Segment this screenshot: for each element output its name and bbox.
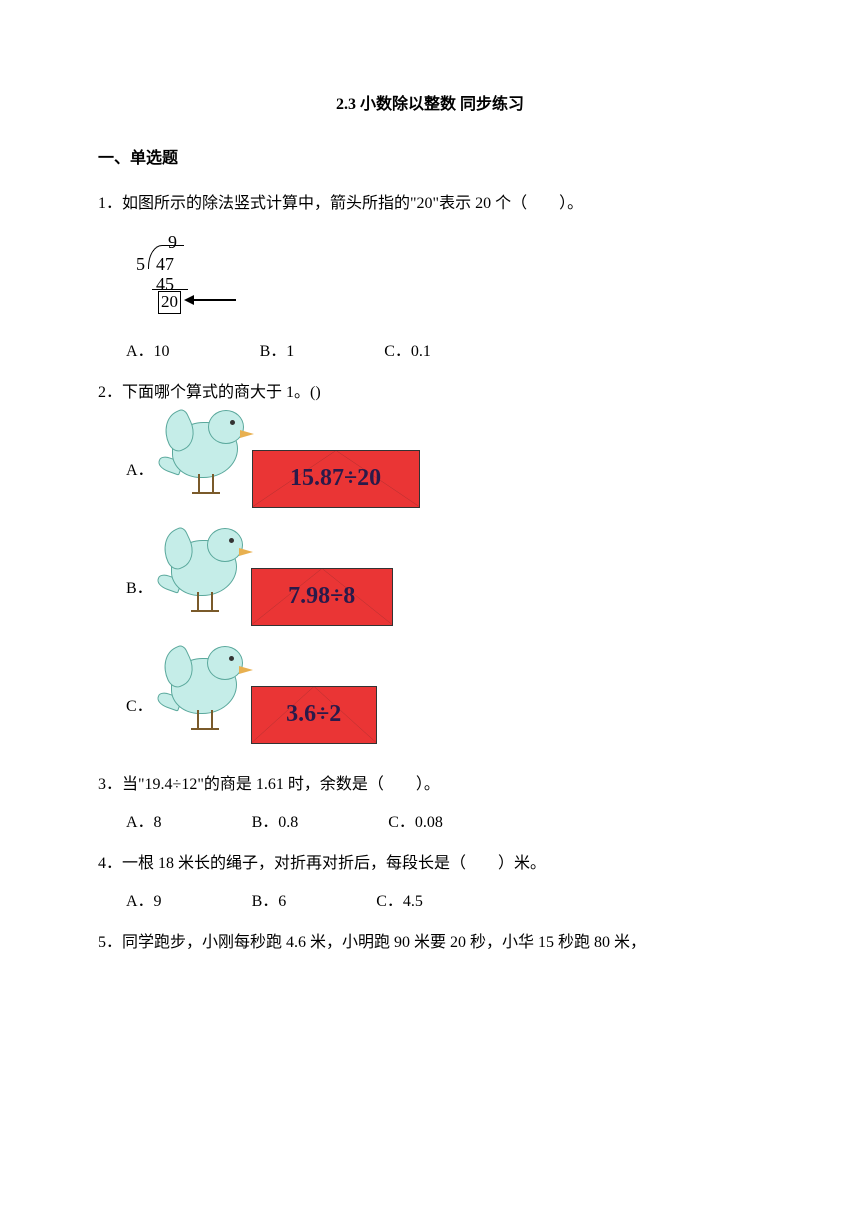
- bird-beak-icon: [239, 548, 253, 556]
- bird-leg-icon: [212, 474, 214, 494]
- envelope-a: 15.87÷20: [252, 450, 420, 508]
- bird-foot-icon: [192, 492, 206, 494]
- page-title: 2.3 小数除以整数 同步练习: [98, 90, 762, 120]
- bird-head-icon: [207, 646, 243, 680]
- q3-option-a: A．8: [126, 808, 162, 838]
- q1-option-c: C．0.1: [384, 337, 431, 367]
- question-1: 1．如图所示的除法竖式计算中，箭头所指的"20"表示 20 个（ ）。 9 5 …: [98, 189, 762, 368]
- bird-eye-icon: [229, 538, 234, 543]
- question-3: 3．当"19.4÷12"的商是 1.61 时，余数是（ ）。 A．8 B．0.8…: [98, 770, 762, 839]
- bird-leg-icon: [197, 592, 199, 612]
- bird-leg-icon: [211, 710, 213, 730]
- q5-text: 5．同学跑步，小刚每秒跑 4.6 米，小明跑 90 米要 20 秒，小华 15 …: [98, 928, 762, 958]
- arrow-icon: [186, 299, 236, 301]
- bird-foot-icon: [191, 728, 205, 730]
- q4-option-a: A．9: [126, 887, 162, 917]
- bird-foot-icon: [205, 728, 219, 730]
- q2-b-label: B．: [126, 574, 153, 604]
- q4-option-b: B．6: [252, 887, 287, 917]
- bird-foot-icon: [191, 610, 205, 612]
- bird-head-icon: [207, 528, 243, 562]
- q3-option-c: C．0.08: [388, 808, 443, 838]
- q4-option-c: C．4.5: [376, 887, 423, 917]
- bird-graphic-b: 7.98÷8: [163, 534, 423, 634]
- q2-option-b: B． 7.98÷8: [126, 534, 762, 634]
- q1-option-a: A．10: [126, 337, 170, 367]
- bird-foot-icon: [206, 492, 220, 494]
- bird-foot-icon: [205, 610, 219, 612]
- bird-eye-icon: [230, 420, 235, 425]
- q1-options: A．10 B．1 C．0.1: [126, 337, 762, 367]
- q2-b-expr: 7.98÷8: [288, 574, 355, 620]
- question-4: 4．一根 18 米长的绳子，对折再对折后，每段长是（ ）米。 A．9 B．6 C…: [98, 849, 762, 918]
- bird-beak-icon: [240, 430, 254, 438]
- q2-text: 2．下面哪个算式的商大于 1。(): [98, 378, 762, 408]
- section-header: 一、单选题: [98, 144, 762, 174]
- bird-eye-icon: [229, 656, 234, 661]
- q2-c-label: C．: [126, 692, 153, 722]
- bird-graphic-c: 3.6÷2: [163, 652, 423, 752]
- q1-long-division: 9 5 47 45 20: [126, 227, 286, 327]
- bird-leg-icon: [198, 474, 200, 494]
- bird-beak-icon: [239, 666, 253, 674]
- bird-head-icon: [208, 410, 244, 444]
- question-5: 5．同学跑步，小刚每秒跑 4.6 米，小明跑 90 米要 20 秒，小华 15 …: [98, 928, 762, 958]
- q2-a-expr: 15.87÷20: [290, 456, 381, 502]
- envelope-b: 7.98÷8: [251, 568, 393, 626]
- envelope-c: 3.6÷2: [251, 686, 377, 744]
- ld-divisor: 5: [136, 247, 145, 281]
- bird-leg-icon: [197, 710, 199, 730]
- ld-line: [152, 289, 188, 290]
- q4-text: 4．一根 18 米长的绳子，对折再对折后，每段长是（ ）米。: [98, 849, 762, 879]
- question-2: 2．下面哪个算式的商大于 1。() A． 15.87÷20 B．: [98, 378, 762, 752]
- q3-option-b: B．0.8: [252, 808, 299, 838]
- q2-c-expr: 3.6÷2: [286, 692, 341, 738]
- q1-option-b: B．1: [260, 337, 295, 367]
- q2-a-label: A．: [126, 456, 154, 486]
- ld-remainder: 20: [158, 291, 181, 313]
- q1-text: 1．如图所示的除法竖式计算中，箭头所指的"20"表示 20 个（ ）。: [98, 189, 762, 219]
- q4-options: A．9 B．6 C．4.5: [126, 887, 762, 917]
- q3-options: A．8 B．0.8 C．0.08: [126, 808, 762, 838]
- q2-option-a: A． 15.87÷20: [126, 416, 762, 516]
- bird-leg-icon: [211, 592, 213, 612]
- q2-option-c: C． 3.6÷2: [126, 652, 762, 752]
- q3-text: 3．当"19.4÷12"的商是 1.61 时，余数是（ ）。: [98, 770, 762, 800]
- bird-graphic-a: 15.87÷20: [164, 416, 424, 516]
